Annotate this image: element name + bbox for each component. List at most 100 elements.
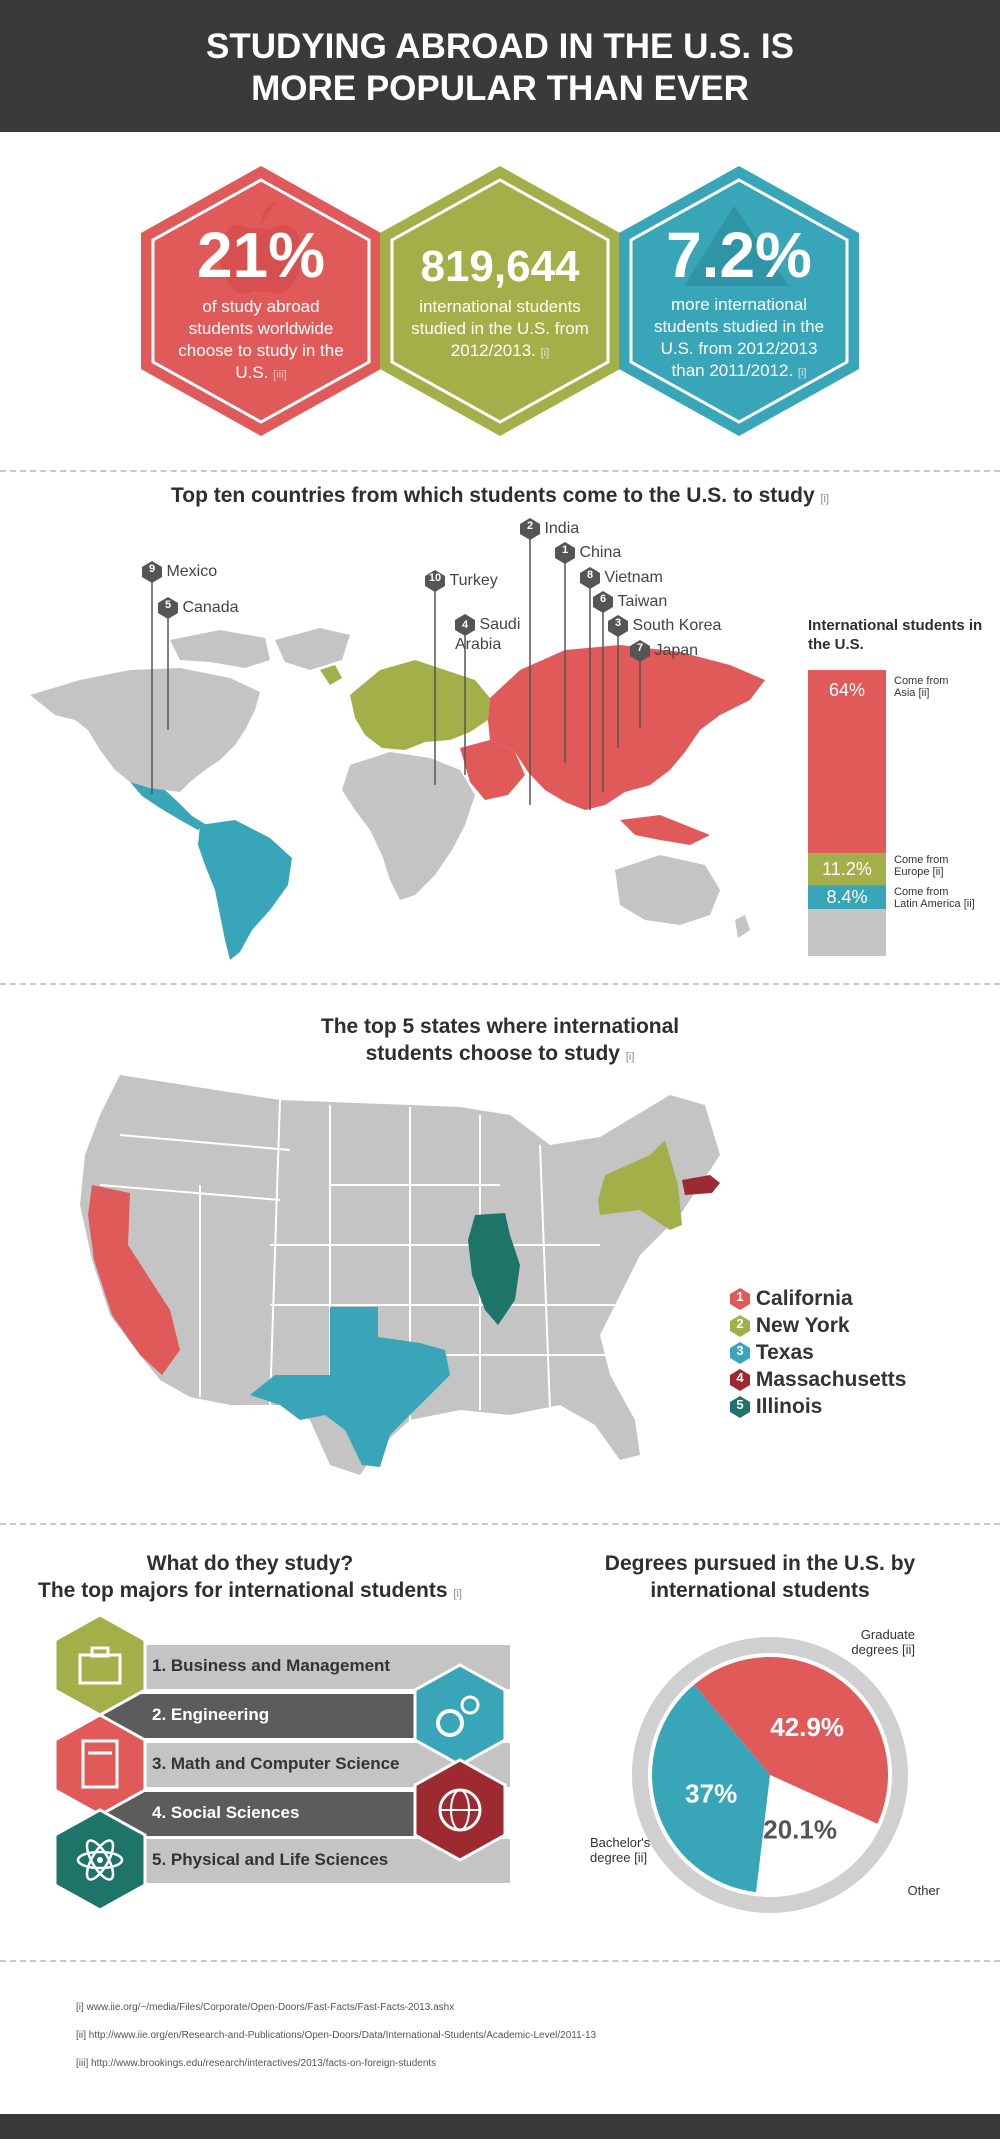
legend-texas-name: Texas [755, 1341, 814, 1364]
page-title: STUDYING ABROAD IN THE U.S. IS MORE POPU… [0, 26, 1000, 110]
bar-segment-name2-3: Latin America [ii] [894, 898, 975, 910]
major-3: 3. Math and Computer Science [152, 1754, 400, 1773]
legend-california: California [730, 1287, 990, 1314]
pie-title-line1: Degrees pursued in the U.S. by [604, 1552, 916, 1575]
pin-badge-icon [608, 615, 628, 637]
pie-slice-label-2: 20.1% [763, 1814, 837, 1844]
pin-india: 2 India [520, 518, 579, 540]
states-title-line1: The top 5 states where international [320, 1015, 680, 1038]
mexico-shape [130, 782, 205, 830]
section-divider-2 [0, 983, 1000, 985]
middle-east-shape [460, 740, 525, 800]
globe-icon [413, 1758, 507, 1862]
stat-2-value: 819,644 [420, 242, 580, 291]
calculator-icon [53, 1713, 147, 1817]
majors-subtitle: The top majors for international student… [38, 1579, 448, 1602]
apple-icon [219, 202, 303, 295]
bar-segment-label-3: 8.4% [826, 887, 867, 907]
bar-segment-name-3: Come from [894, 886, 948, 898]
stat-3-text: more international students studied in t… [649, 294, 829, 384]
pin-badge-icon [425, 570, 445, 592]
pin-badge-icon [630, 640, 650, 662]
pin-taiwan-name: Taiwan [617, 593, 668, 611]
legend-rank-4: 4 [736, 1370, 744, 1385]
world-map [30, 535, 765, 960]
legend-new-york-name: New York [755, 1314, 850, 1337]
pie-slice-2 [756, 1775, 878, 1893]
pin-china-name: China [579, 544, 622, 562]
new-york-shape [598, 1140, 682, 1230]
graduation-cap-icon [684, 206, 789, 286]
pie-section-title: Degrees pursued in the U.S. by internati… [530, 1550, 990, 1604]
legend-illinois: Illinois [730, 1395, 990, 1422]
stat-2-description: international students studied in the U.… [411, 297, 589, 360]
pin-saudi-arabia-name: Saudi Arabia [455, 616, 521, 653]
gears-icon [413, 1663, 507, 1767]
stat-1-text: of study abroad students worldwide choos… [171, 296, 351, 386]
pin-south-korea-rank: 3 [614, 617, 622, 629]
pin-india-name: India [544, 520, 580, 538]
pie-slice-3 [652, 1684, 770, 1893]
pin-badge-icon [580, 567, 600, 589]
pin-south-korea: 3 South Korea [608, 615, 721, 637]
pin-saudi-arabia: 4 Saudi Arabia [455, 614, 545, 654]
texas-shape [250, 1307, 450, 1467]
pin-vietnam-rank: 8 [586, 569, 594, 581]
bar-segment-name2-1: Asia [ii] [894, 687, 929, 699]
legend-texas: Texas [730, 1341, 990, 1368]
states-legend: California New York Texas Massachusetts … [730, 1287, 990, 1422]
states-title-line2: students choose to study [i] [0, 1040, 1000, 1071]
north-america-shape [30, 668, 260, 792]
pin-china: 1 China [555, 542, 621, 564]
stat-1-value: 21% [196, 219, 326, 291]
greenland-shape [275, 628, 350, 670]
map-title-ref: [i] [820, 493, 830, 505]
pin-turkey: 10 Turkey [425, 570, 498, 592]
pin-badge-icon [455, 614, 475, 636]
europe-shape [350, 660, 490, 750]
badge-1-icon [730, 1288, 750, 1311]
pin-mexico: 9 Mexico [142, 561, 217, 583]
pin-canada-name: Canada [182, 599, 239, 617]
pin-badge-icon [520, 518, 540, 540]
footer-bar [0, 2114, 1000, 2139]
pin-japan: 7 Japan [630, 640, 698, 662]
australia-shape [615, 855, 720, 925]
pie-name-1: Graduate [861, 1627, 915, 1642]
majors-subtitle-row: The top majors for international student… [20, 1577, 480, 1608]
pie-name2-1: degrees [ii] [851, 1642, 915, 1657]
badge-3-icon [730, 1342, 750, 1365]
canada-arctic-shape [170, 630, 270, 668]
bar-segment-label-1: 64% [829, 680, 865, 700]
states-title-line2-text: students choose to study [365, 1042, 620, 1065]
pin-mexico-name: Mexico [166, 563, 218, 581]
illinois-shape [468, 1213, 520, 1325]
pin-vietnam: 8 Vietnam [580, 567, 663, 589]
stat-hexagon-3: 7.2% more international students studied… [614, 166, 864, 436]
section-divider-3 [0, 1523, 1000, 1525]
pin-badge-icon [555, 542, 575, 564]
majors-section-title: What do they study? The top majors for i… [20, 1550, 480, 1608]
pin-turkey-name: Turkey [449, 572, 498, 590]
stat-hexagon-2: 819,644 international students studied i… [375, 166, 625, 436]
majors-title: What do they study? [146, 1552, 354, 1575]
majors-graphic [53, 1615, 510, 1912]
pin-badge-icon [142, 561, 162, 583]
pie-name2-3: degree [ii] [590, 1850, 647, 1865]
states-section-title: The top 5 states where international stu… [0, 1013, 1000, 1071]
page-title-line2: MORE POPULAR THAN EVER [251, 69, 749, 108]
footnote-2: [ii] http://www.iie.org/en/Research-and-… [76, 2030, 597, 2041]
majors-ref: [i] [453, 1588, 462, 1600]
bar-segment-label-2: 11.2% [822, 859, 872, 879]
hexagon-teal-shape [619, 166, 859, 436]
major-5: 5. Physical and Life Sciences [152, 1850, 389, 1869]
pin-china-rank: 1 [561, 544, 569, 556]
bar-segment-name-2: Come from [894, 854, 948, 866]
map-section-title: Top ten countries from which students co… [0, 482, 1000, 513]
new-zealand-shape [735, 915, 750, 938]
iceland-shape [320, 665, 342, 685]
stat-1-ref: [iii] [273, 369, 287, 381]
legend-new-york: New York [730, 1314, 990, 1341]
bar-segment-4 [808, 909, 886, 956]
